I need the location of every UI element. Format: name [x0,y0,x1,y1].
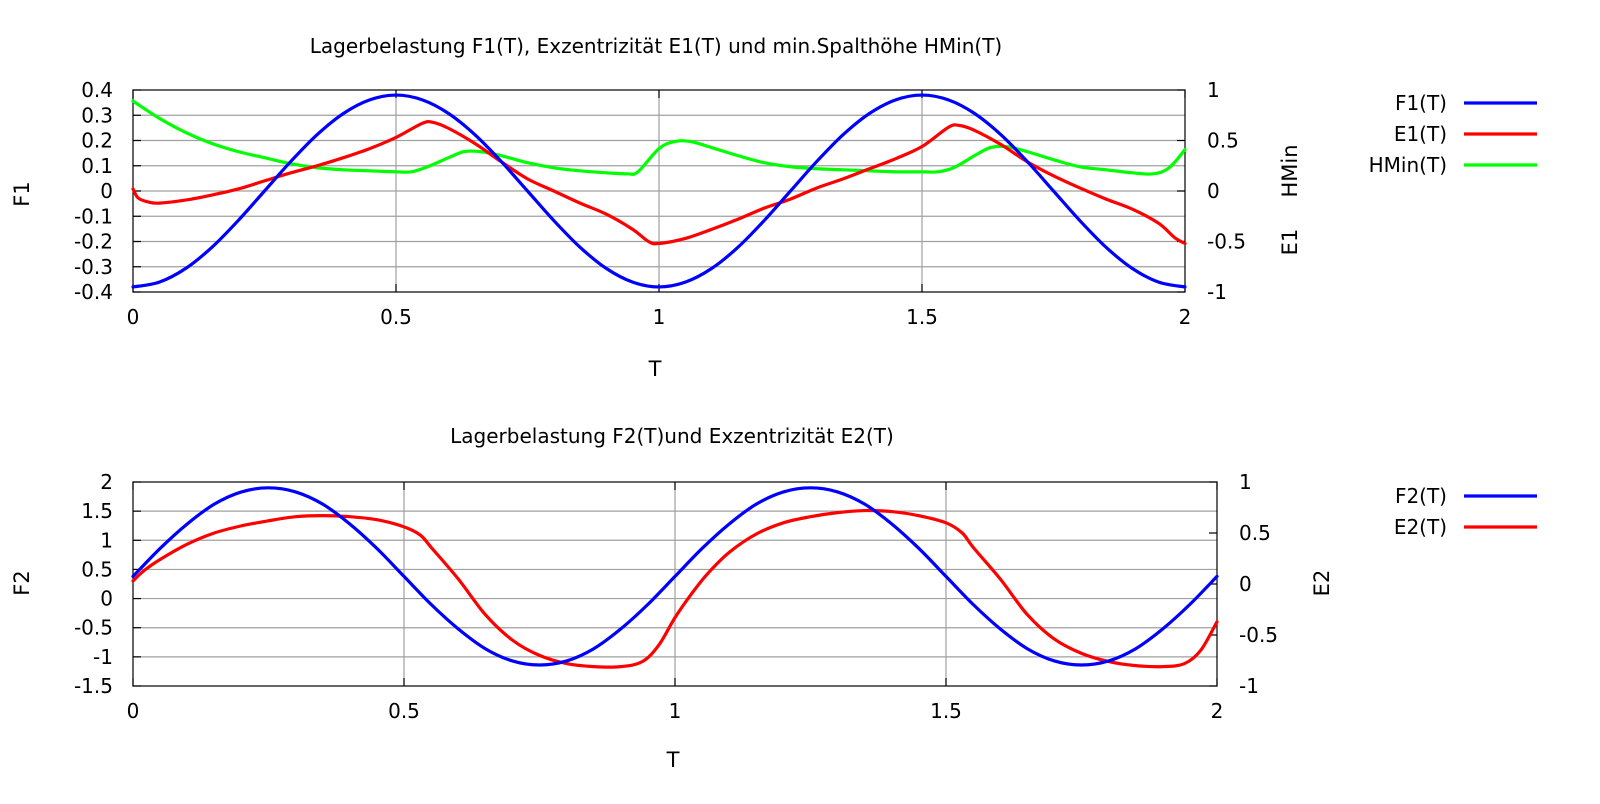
chart-2: Lagerbelastung F2(T)und Exzentrizität E2… [10,424,1537,772]
legend-label: E1(T) [1394,122,1447,146]
series-line-f2t [131,486,1219,667]
y-tick-label: -0.1 [74,204,113,228]
legend-label: F1(T) [1395,91,1447,115]
y-tick-label: 0.1 [81,154,113,178]
chart-1-legend: F1(T) E1(T) HMin(T) [1369,91,1537,177]
y2-tick-label: -1 [1207,280,1227,304]
y2-tick-label: -0.5 [1207,230,1246,254]
x-tick-label: 0.5 [388,699,420,723]
x-tick-label: 2 [1211,699,1224,723]
x-tick-label: 0 [127,305,140,329]
chart-1-y2-axis-label-hmin: HMin [1278,144,1302,197]
legend-label: F2(T) [1395,484,1447,508]
chart-1-series [131,93,1187,289]
y-tick-label: 0.3 [81,103,113,127]
y2-tick-label: 0.5 [1207,129,1239,153]
x-tick-label: 0.5 [380,305,412,329]
y2-tick-label: -0.5 [1239,623,1278,647]
chart-2-series [131,486,1219,669]
chart-1-title: Lagerbelastung F1(T), Exzentrizität E1(T… [310,34,1002,58]
y-tick-label: 0.4 [81,78,113,102]
y-tick-label: 0.2 [81,129,113,153]
y2-tick-label: 0 [1207,179,1220,203]
legend-label: HMin(T) [1369,153,1447,177]
chart-2-y-axis-label: F2 [10,570,34,595]
chart-2-x-axis-label: T [666,748,680,772]
chart-2-ticks: 0 0.5 1 1.5 2 -1.5 -1 -0.5 0 0.5 1 1.5 2 -1 -0.5 0 0.5 1 [74,470,1278,723]
y-tick-label: -0.3 [74,255,113,279]
y-tick-label: 0 [100,587,113,611]
chart-2-y2-axis-label: E2 [1310,570,1334,597]
x-tick-label: 1 [653,305,666,329]
y-tick-label: 0.5 [81,557,113,581]
chart-2-grid [133,482,1217,686]
chart-2-legend: F2(T) E2(T) [1394,484,1537,539]
y-tick-label: -1.5 [74,674,113,698]
x-tick-label: 0 [127,699,140,723]
x-tick-label: 1.5 [930,699,962,723]
series-line-e1t [131,119,1187,246]
series-line-hmint [131,99,1187,176]
y-tick-label: 1 [100,528,113,552]
legend-label: E2(T) [1394,515,1447,539]
chart-2-title: Lagerbelastung F2(T)und Exzentrizität E2… [450,424,894,448]
y2-tick-label: 1 [1239,470,1252,494]
x-tick-label: 2 [1179,305,1192,329]
chart-1-y2-axis-label-e1: E1 [1278,229,1302,256]
chart-1-y-axis-label: F1 [10,181,34,206]
x-tick-label: 1.5 [906,305,938,329]
chart-1: Lagerbelastung F1(T), Exzentrizität E1(T… [10,34,1537,381]
y2-tick-label: 0 [1239,572,1252,596]
y-tick-label: 2 [100,470,113,494]
y-tick-label: 1.5 [81,499,113,523]
series-line-e2t [131,508,1219,669]
y-tick-label: -1 [93,645,113,669]
y-tick-label: -0.2 [74,230,113,254]
y2-tick-label: -1 [1239,674,1259,698]
chart-1-ticks: 0 0.5 1 1.5 2-0.4-0.3-0.2-0.100.10.20.30.4-1… [74,78,1246,329]
y2-tick-label: 1 [1207,78,1220,102]
x-tick-label: 1 [669,699,682,723]
y-tick-label: -0.4 [74,280,113,304]
y-tick-label: -0.5 [74,616,113,640]
y2-tick-label: 0.5 [1239,521,1271,545]
y-tick-label: 0 [100,179,113,203]
chart-1-grid [133,90,1185,292]
series-line-f1t [131,93,1187,289]
chart-1-x-axis-label: T [648,357,662,381]
